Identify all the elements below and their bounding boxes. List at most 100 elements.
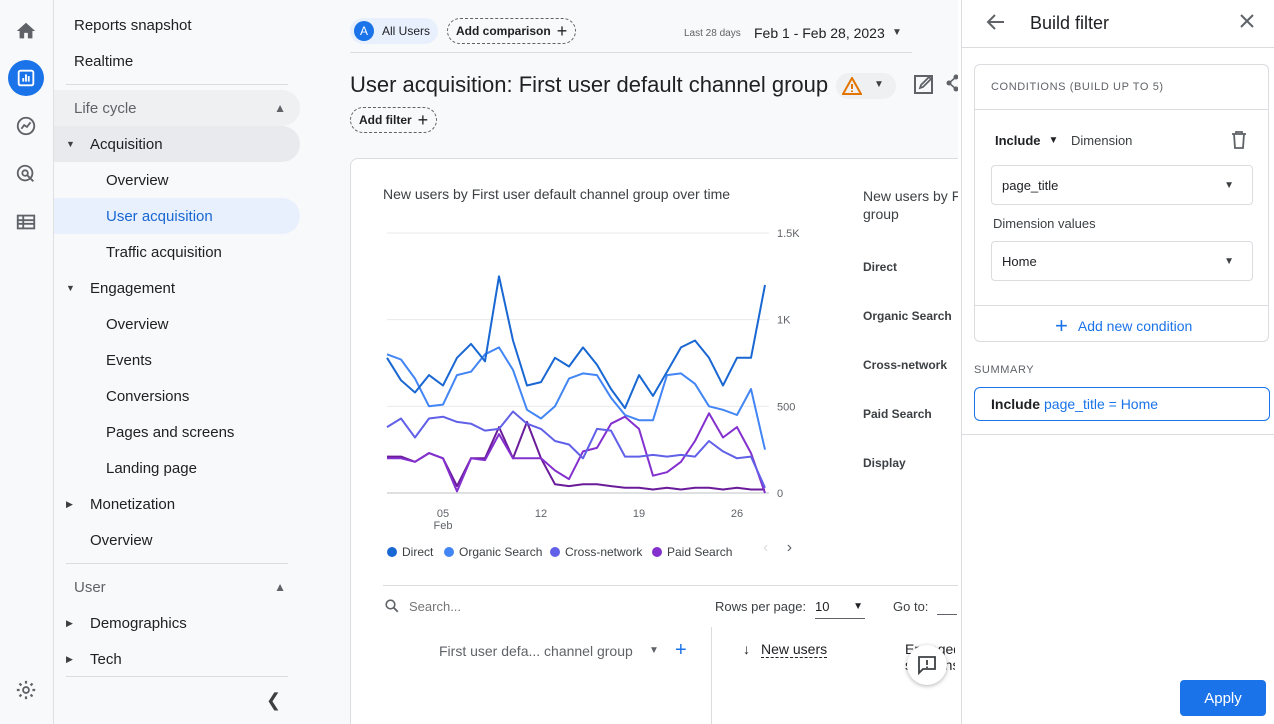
add-comparison-button[interactable]: Add comparison + <box>447 18 577 44</box>
caret-down-icon: ▼ <box>1048 135 1059 146</box>
caret-down-icon[interactable]: ▼ <box>892 27 902 38</box>
chevron-left-icon[interactable]: ‹ <box>763 539 769 556</box>
add-dimension-icon[interactable]: + <box>675 639 687 661</box>
reports-icon[interactable] <box>8 60 44 96</box>
nav-divider <box>66 563 288 564</box>
collapse-nav-icon[interactable]: ❮ <box>266 690 282 710</box>
y-tick-label: 1.5K <box>777 228 800 240</box>
header-divider <box>350 52 912 53</box>
legend-item[interactable]: Cross-network <box>550 545 642 559</box>
caret-down-icon: ▼ <box>66 139 75 149</box>
home-icon[interactable] <box>8 13 44 49</box>
series-line <box>386 275 766 410</box>
explore-icon[interactable] <box>8 108 44 144</box>
nav-acquisition[interactable]: Acquisition <box>90 135 163 153</box>
legend-item[interactable]: Direct <box>387 545 433 559</box>
share-icon[interactable] <box>946 74 958 92</box>
legend-item[interactable]: Paid Search <box>652 545 732 559</box>
nav-acq-overview[interactable]: Overview <box>106 171 169 189</box>
nav-demographics[interactable]: Demographics <box>90 614 187 632</box>
close-icon[interactable] <box>1238 12 1256 30</box>
legend-dot <box>652 547 662 557</box>
conditions-divider <box>975 109 1268 110</box>
nav-monetization[interactable]: Monetization <box>90 495 176 513</box>
x-tick-label: 05 <box>437 508 449 520</box>
search-icon <box>385 599 399 613</box>
series-line <box>386 346 766 450</box>
legend-item[interactable]: Organic Search <box>444 545 542 559</box>
report-main: A All Users Add comparison + Last 28 day… <box>306 0 958 724</box>
legend-dot <box>387 547 397 557</box>
advertising-icon[interactable] <box>8 156 44 192</box>
page-title: User acquisition: First user default cha… <box>350 72 829 97</box>
y-tick-label: 1K <box>777 315 791 327</box>
bar-chart-title-cont: group <box>863 206 899 222</box>
new-users-column-header[interactable]: New users <box>761 641 828 658</box>
series-line <box>386 410 766 489</box>
caret-down-icon: ▼ <box>874 79 884 90</box>
nav-user-acquisition[interactable]: User acquisition <box>106 207 213 225</box>
add-new-condition-label: Add new condition <box>1077 318 1193 334</box>
conditions-box: CONDITIONS (BUILD UP TO 5) Include ▼ Dim… <box>974 64 1269 342</box>
nav-traffic-acquisition[interactable]: Traffic acquisition <box>106 243 222 261</box>
nav-conversions[interactable]: Conversions <box>106 387 190 405</box>
configure-icon[interactable] <box>8 204 44 240</box>
warning-chip[interactable]: ▼ <box>836 73 896 99</box>
summary-box: Include page_title = Home <box>974 387 1270 421</box>
panel-divider <box>962 434 1274 435</box>
feedback-button[interactable] <box>907 645 947 685</box>
summary-label: SUMMARY <box>974 364 1035 376</box>
table-search-input[interactable] <box>409 599 609 614</box>
include-label: Include <box>995 133 1041 148</box>
edit-report-icon[interactable] <box>913 73 935 95</box>
nav-landing-page[interactable]: Landing page <box>106 459 197 477</box>
rows-per-page-value: 10 <box>815 599 830 614</box>
legend-label: Paid Search <box>667 545 732 559</box>
section-user[interactable]: User ▲ <box>54 569 300 605</box>
build-filter-panel: Build filter CONDITIONS (BUILD UP TO 5) … <box>961 0 1274 724</box>
rows-per-page-select[interactable]: 10 ▼ <box>815 595 865 619</box>
add-new-condition-button[interactable]: + Add new condition <box>1055 315 1192 337</box>
conditions-footer-divider <box>975 305 1268 306</box>
nav-eng-overview[interactable]: Overview <box>106 315 169 333</box>
nav-tech[interactable]: Tech <box>90 650 122 668</box>
dimension-values-select[interactable]: Home ▼ <box>991 241 1253 281</box>
back-arrow-icon[interactable] <box>986 12 1006 32</box>
chevron-right-icon[interactable]: › <box>786 539 793 556</box>
dimension-column-header[interactable]: First user defa... channel group <box>439 643 633 659</box>
summary-expression: page_title = Home <box>1044 396 1159 412</box>
nav-reports-snapshot[interactable]: Reports snapshot <box>74 16 192 34</box>
nav-pages-and-screens[interactable]: Pages and screens <box>106 423 235 441</box>
section-lifecycle[interactable]: Life cycle ▲ <box>54 90 300 126</box>
dimension-values-label: Dimension values <box>993 216 1096 231</box>
nav-mon-overview[interactable]: Overview <box>90 531 153 549</box>
nav-events[interactable]: Events <box>106 351 152 369</box>
reports-nav: Reports snapshot Realtime Life cycle ▲ ▼… <box>54 0 306 724</box>
nav-realtime[interactable]: Realtime <box>74 52 134 70</box>
chevron-up-icon: ▲ <box>274 580 286 594</box>
nav-divider <box>66 84 288 85</box>
bar-category-label: Paid Search <box>863 407 932 421</box>
legend-label: Cross-network <box>565 545 643 559</box>
add-filter-label: Add filter <box>359 113 412 127</box>
y-tick-label: 0 <box>777 488 783 500</box>
legend-dot <box>444 547 454 557</box>
add-filter-button[interactable]: Add filter + <box>350 107 438 133</box>
section-lifecycle-label: Life cycle <box>74 99 137 117</box>
dimension-select[interactable]: page_title ▼ <box>991 165 1253 205</box>
nav-divider <box>66 676 288 677</box>
bar-category-label: Direct <box>863 260 898 274</box>
settings-icon[interactable] <box>8 672 44 708</box>
arrow-down-icon: ↓ <box>743 641 750 657</box>
goto-input[interactable] <box>937 601 957 615</box>
dimension-label: Dimension <box>1071 133 1133 148</box>
delete-icon[interactable] <box>1231 131 1247 149</box>
warning-icon <box>842 77 862 95</box>
apply-button[interactable]: Apply <box>1180 680 1266 716</box>
segment-chip[interactable]: A All Users <box>350 18 439 44</box>
include-select[interactable]: Include ▼ <box>995 133 1058 148</box>
caret-down-icon[interactable]: ▼ <box>649 645 659 656</box>
nav-engagement[interactable]: Engagement <box>90 279 176 297</box>
legend-dot <box>550 547 560 557</box>
date-range-picker[interactable]: Feb 1 - Feb 28, 2023 <box>754 25 885 41</box>
